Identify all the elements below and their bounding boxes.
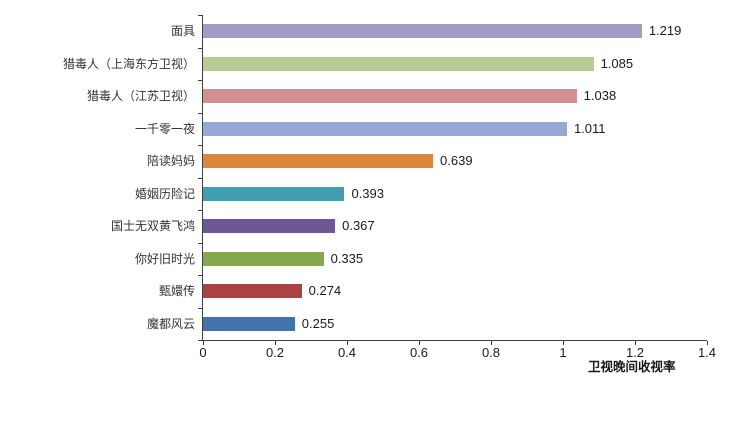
y-tick-mark — [198, 80, 202, 81]
x-tick-label: 0 — [199, 345, 207, 360]
x-tick-mark — [490, 341, 492, 345]
value-label: 0.639 — [440, 153, 473, 169]
category-label: 面具 — [170, 24, 195, 39]
bar — [203, 251, 324, 266]
x-tick-label: 1.2 — [625, 345, 645, 360]
x-tick-mark — [418, 341, 420, 345]
value-label: 0.367 — [342, 218, 375, 234]
bar — [203, 316, 295, 331]
x-tick-label: 0.2 — [265, 345, 285, 360]
x-tick-mark — [562, 341, 564, 345]
bar — [203, 219, 336, 234]
x-tick-mark — [346, 341, 348, 345]
x-tick-label: 0.4 — [337, 345, 357, 360]
y-tick-mark — [198, 210, 202, 211]
y-tick-mark — [198, 275, 202, 276]
bar — [203, 89, 577, 104]
y-tick-mark — [198, 112, 202, 114]
value-label: 1.038 — [583, 88, 617, 104]
value-label: 1.085 — [600, 55, 634, 71]
y-tick-mark — [198, 340, 202, 341]
category-label: 甄嬛传 — [158, 284, 195, 299]
category-label: 猎毒人（江苏卫视） — [86, 89, 195, 104]
y-tick-mark — [198, 177, 202, 179]
category-label: 国士无双黄飞鸿 — [110, 219, 195, 234]
value-label: 1.219 — [648, 23, 682, 39]
x-tick-label: 1.4 — [697, 345, 717, 360]
x-tick-label: 1 — [559, 345, 567, 360]
category-label: 一千零一夜 — [134, 121, 195, 136]
x-tick-mark — [634, 341, 636, 345]
bar — [203, 24, 642, 39]
value-label: 0.274 — [308, 283, 342, 299]
y-axis-line — [202, 15, 203, 340]
x-tick-mark — [202, 341, 204, 345]
bar — [203, 186, 345, 201]
category-label: 猎毒人（上海东方卫视） — [62, 56, 195, 71]
y-tick-mark — [198, 307, 202, 309]
bar — [203, 56, 594, 71]
y-tick-mark — [198, 145, 202, 146]
y-tick-mark — [198, 242, 202, 244]
x-tick-label: 0.8 — [481, 345, 501, 360]
bar — [203, 284, 302, 299]
x-axis-line — [202, 340, 707, 341]
category-label: 陪读妈妈 — [146, 154, 195, 169]
x-axis-title: 卫视晚间收视率 — [588, 359, 676, 374]
category-label: 你好旧时光 — [134, 251, 195, 266]
plot-area: 面具 1.219 猎毒人（上海东方卫视） 1.085 猎毒人（江苏卫视） 1.038 一千零… — [63, 15, 716, 360]
value-label: 0.255 — [301, 315, 335, 331]
bar — [203, 154, 434, 169]
y-tick-mark — [198, 15, 202, 16]
bar — [203, 121, 567, 136]
x-tick-mark — [706, 341, 708, 345]
x-tick-label: 0.6 — [409, 345, 429, 360]
y-tick-mark — [198, 47, 202, 49]
category-label: 婚姻历险记 — [134, 186, 195, 201]
value-label: 0.335 — [330, 250, 364, 266]
category-label: 魔都风云 — [146, 316, 195, 331]
value-label: 0.393 — [351, 185, 385, 201]
value-label: 1.011 — [573, 120, 606, 136]
x-tick-mark — [274, 341, 276, 345]
